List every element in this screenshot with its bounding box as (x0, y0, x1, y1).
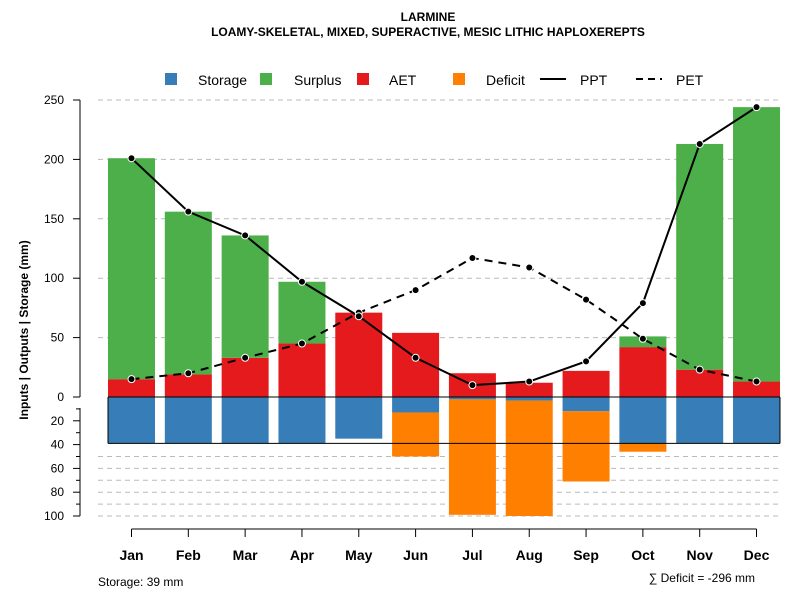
x-tick-label: Jan (119, 547, 143, 563)
legend-pet-label: PET (676, 72, 704, 88)
storage-bar (278, 397, 326, 444)
pet-point (184, 369, 193, 378)
pet-point (695, 365, 704, 374)
pet-point (752, 377, 761, 386)
legend-aet-swatch (357, 73, 369, 85)
aet-bar (733, 381, 781, 397)
aet-bar (108, 379, 155, 397)
legend-surplus-label: Surplus (294, 72, 341, 88)
y-tick-label: 20 (51, 414, 65, 428)
deficit-bar (392, 412, 440, 457)
y-tick-label: 250 (44, 93, 64, 107)
y-tick-label: 60 (51, 461, 65, 475)
ppt-point (411, 353, 420, 362)
x-tick-label: Aug (516, 547, 543, 563)
aet-bar (278, 343, 326, 397)
legend-deficit-label: Deficit (486, 72, 525, 88)
x-tick-label: Mar (233, 547, 258, 563)
chart-subtitle: LOAMY-SKELETAL, MIXED, SUPERACTIVE, MESI… (211, 25, 645, 39)
y-tick-label: 150 (44, 212, 64, 226)
x-tick-label: Dec (744, 547, 770, 563)
storage-bar (676, 397, 724, 444)
storage-bar (164, 397, 212, 444)
surplus-bar (733, 107, 781, 382)
x-tick-label: Jun (403, 547, 428, 563)
pet-point (582, 295, 591, 304)
x-tick-label: Oct (631, 547, 655, 563)
storage-bar (562, 397, 610, 412)
storage-footer: Storage: 39 mm (98, 575, 183, 589)
surplus-bar (108, 158, 155, 380)
x-tick-label: Sep (573, 547, 599, 563)
pet-point (241, 353, 250, 362)
ppt-point (354, 312, 363, 321)
x-tick-label: Nov (686, 547, 713, 563)
aet-bar (619, 347, 667, 397)
pet-point (525, 263, 534, 272)
y-tick-label: 0 (57, 390, 64, 404)
surplus-bar (676, 143, 724, 370)
deficit-bar (619, 443, 667, 452)
y-tick-label: 80 (51, 485, 65, 499)
aet-bar (676, 369, 724, 397)
y-tick-label: 100 (44, 271, 64, 285)
storage-bar (108, 397, 155, 444)
x-tick-label: Jul (462, 547, 482, 563)
x-tick-label: May (345, 547, 372, 563)
deficit-bar (562, 411, 610, 482)
ppt-point (297, 277, 306, 286)
legend-surplus-swatch (260, 73, 272, 85)
legend-storage-swatch (165, 73, 177, 85)
surplus-bar (221, 235, 269, 358)
ppt-point (241, 231, 250, 240)
ppt-point (525, 377, 534, 386)
y-tick-label: 100 (44, 509, 64, 523)
aet-bar (562, 370, 610, 397)
pet-point (468, 254, 477, 263)
ppt-point (582, 357, 591, 366)
x-tick-label: Apr (290, 547, 315, 563)
ppt-point (127, 154, 136, 163)
chart-title: LARMINE (401, 10, 456, 24)
ppt-line (130, 106, 758, 387)
storage-bar (335, 397, 383, 439)
y-tick-label: 40 (51, 438, 65, 452)
pet-point (297, 339, 306, 348)
deficit-footer: ∑ Deficit = -296 mm (649, 571, 755, 585)
y-tick-label: 200 (44, 152, 64, 166)
x-tick-label: Feb (176, 547, 201, 563)
aet-bar (164, 374, 212, 397)
deficit-bar (448, 399, 496, 515)
storage-bar (392, 397, 440, 413)
ppt-point (468, 381, 477, 390)
aet-bar (505, 382, 553, 397)
storage-bar (505, 397, 553, 401)
aet-bar (335, 312, 383, 397)
storage-bar (619, 397, 667, 444)
storage-bar (448, 397, 496, 400)
legend-ppt-label: PPT (580, 72, 608, 88)
ppt-point (184, 207, 193, 216)
ppt-point (752, 103, 761, 112)
deficit-bar (505, 400, 553, 516)
y-axis-label: Inputs | Outputs | Storage (mm) (17, 240, 31, 419)
storage-bar (733, 397, 781, 444)
legend-deficit-swatch (453, 73, 465, 85)
pet-point (127, 375, 136, 384)
storage-bar (221, 397, 269, 444)
aet-bar (221, 357, 269, 397)
ppt-point (638, 299, 647, 308)
surplus-bar (164, 211, 212, 375)
legend-storage-label: Storage (198, 72, 247, 88)
legend-aet-label: AET (389, 72, 417, 88)
y-tick-label: 50 (51, 331, 65, 345)
pet-point (638, 334, 647, 343)
ppt-point (695, 139, 704, 148)
pet-point (411, 286, 420, 295)
legend: Storage Surplus AET Deficit PPT PET (165, 72, 704, 88)
